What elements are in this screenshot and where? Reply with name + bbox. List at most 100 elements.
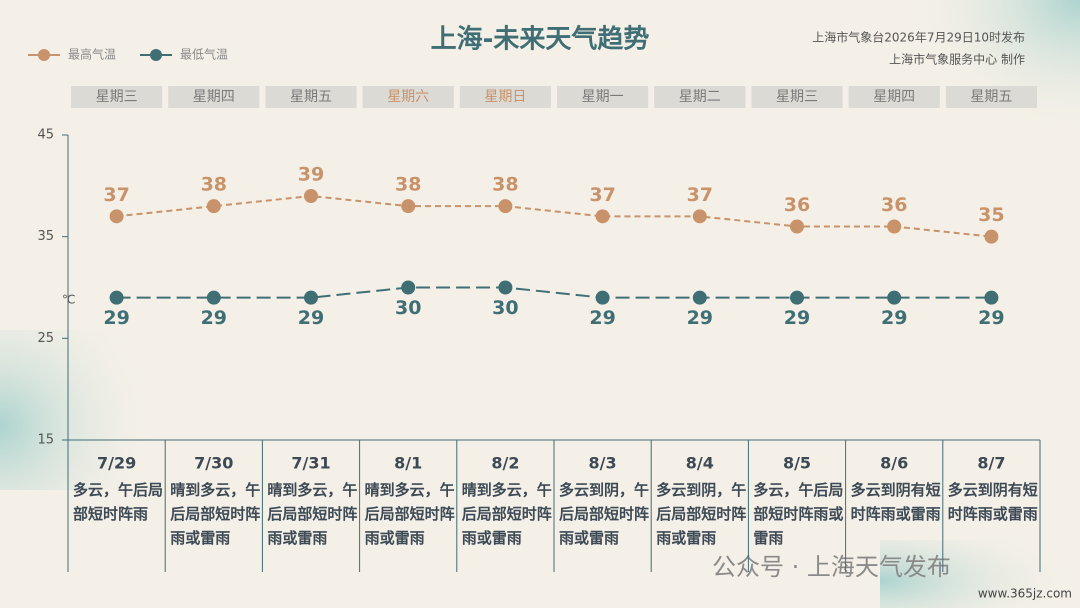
weekday-box — [848, 86, 940, 108]
weekday: 星期三 — [776, 89, 818, 105]
weather-description: 多云到阴有短时阵雨或雷雨 — [850, 481, 941, 523]
weekday-box — [654, 86, 746, 108]
weekday: 星期日 — [484, 89, 526, 105]
website: www.365jz.com — [978, 587, 1072, 601]
data-label: 38 — [395, 174, 421, 196]
weather-description: 晴到多云，午后局部短时阵雨或雷雨 — [267, 481, 358, 547]
y-tick-label: 15 — [37, 433, 54, 448]
data-point — [595, 290, 610, 305]
weather-description: 多云到阴，午后局部短时阵雨或雷雨 — [656, 481, 747, 547]
weekday-box — [71, 86, 163, 108]
data-point — [887, 290, 902, 305]
data-point — [595, 209, 610, 224]
weekday: 星期五 — [290, 89, 332, 105]
data-point — [304, 189, 318, 203]
legend-label: 最高气温 — [68, 47, 116, 62]
y-tick-label: 45 — [37, 128, 54, 143]
legend-label: 最低气温 — [180, 47, 228, 62]
weekday-box — [362, 86, 454, 108]
weather-description: 多云到阴有短时阵雨或雷雨 — [947, 481, 1038, 523]
weekday: 星期一 — [582, 89, 624, 105]
decor — [0, 330, 160, 490]
date: 7/30 — [194, 454, 233, 473]
chart-title: 上海-未来天气趋势 — [431, 24, 650, 55]
data-point — [887, 219, 902, 234]
date: 8/5 — [783, 454, 811, 473]
date: 8/1 — [394, 454, 422, 473]
data-point — [304, 290, 318, 305]
weekday-box — [265, 86, 357, 108]
data-point — [206, 199, 221, 214]
date: 7/31 — [291, 454, 330, 473]
data-label: 29 — [103, 307, 129, 329]
data-label: 29 — [589, 307, 615, 329]
data-label: 29 — [201, 307, 227, 329]
weekday: 星期五 — [970, 89, 1012, 105]
data-point — [498, 280, 513, 295]
weekday: 星期四 — [873, 89, 915, 105]
weather-description: 晴到多云，午后局部短时阵雨或雷雨 — [364, 481, 455, 547]
data-label: 29 — [881, 307, 907, 329]
data-point — [401, 280, 416, 295]
data-label: 38 — [201, 174, 227, 196]
data-label: 29 — [687, 307, 713, 329]
data-label: 30 — [395, 297, 421, 319]
weather-description: 多云到阴，午后局部短时阵雨或雷雨 — [559, 481, 650, 547]
data-point — [498, 199, 513, 214]
publisher: 上海市气象服务中心 制作 — [889, 52, 1025, 67]
data-label: 29 — [978, 307, 1004, 329]
weekday: 星期三 — [96, 89, 138, 105]
y-unit: ℃ — [62, 293, 75, 307]
data-label: 36 — [784, 194, 810, 216]
series-line — [116, 286, 992, 299]
weekday-box — [751, 86, 843, 108]
data-point — [692, 290, 707, 305]
data-point — [790, 290, 804, 305]
weekday-box — [945, 86, 1037, 108]
data-point — [109, 290, 124, 305]
data-label: 36 — [881, 194, 907, 216]
watermark: 公众号 · 上海天气发布 — [712, 553, 951, 581]
weekday-box — [168, 86, 260, 108]
data-label: 29 — [298, 307, 324, 329]
data-label: 37 — [103, 184, 129, 206]
data-point — [109, 209, 124, 224]
data-point — [206, 290, 221, 305]
weekday: 星期二 — [679, 89, 721, 105]
legend-marker — [150, 49, 162, 61]
date: 8/3 — [589, 454, 617, 473]
weekday-box — [459, 86, 551, 108]
date: 8/4 — [686, 454, 714, 473]
decor — [880, 540, 1080, 608]
data-label: 37 — [687, 184, 713, 206]
weather-description: 晴到多云，午后局部短时阵雨或雷雨 — [170, 481, 261, 547]
weekday: 星期四 — [193, 89, 235, 105]
data-label: 39 — [298, 164, 324, 186]
data-label: 30 — [492, 297, 518, 319]
data-label: 37 — [589, 184, 615, 206]
data-point — [984, 229, 999, 244]
y-tick-label: 35 — [37, 229, 54, 244]
publisher: 上海市气象台2026年7月29日10时发布 — [812, 30, 1025, 45]
series-line — [116, 194, 992, 238]
weekday: 星期六 — [387, 89, 429, 105]
data-point — [692, 209, 707, 224]
data-point — [401, 199, 416, 214]
weather-description: 多云，午后局部短时阵雨 — [73, 481, 164, 523]
data-label: 29 — [784, 307, 810, 329]
weather-description: 晴到多云，午后局部短时阵雨或雷雨 — [461, 481, 552, 547]
date: 7/29 — [97, 454, 136, 473]
date: 8/6 — [880, 454, 908, 473]
weekday-box — [557, 86, 649, 108]
data-label: 38 — [492, 174, 518, 196]
decor — [900, 0, 1080, 140]
data-label: 35 — [978, 204, 1004, 226]
y-tick-label: 25 — [37, 331, 54, 346]
data-point — [790, 219, 804, 234]
date: 8/7 — [977, 454, 1005, 473]
legend-marker — [38, 49, 50, 61]
date: 8/2 — [491, 454, 519, 473]
weather-description: 多云，午后局部短时阵雨或雷雨 — [753, 481, 844, 547]
